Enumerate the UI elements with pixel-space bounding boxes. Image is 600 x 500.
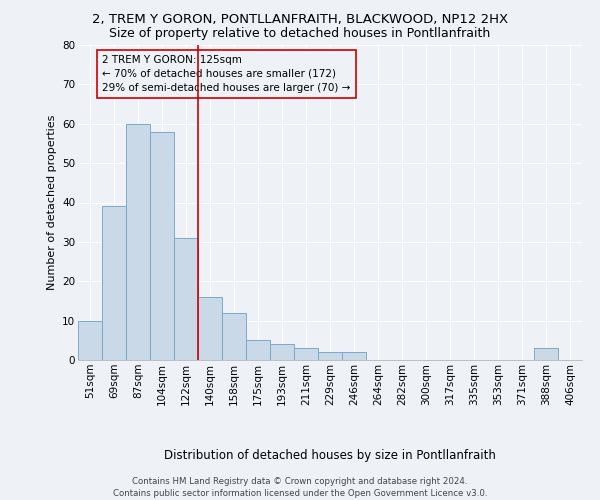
Bar (318, 352, 342, 360)
Bar (342, 352, 366, 360)
Bar (150, 132, 174, 360)
X-axis label: Distribution of detached houses by size in Pontllanfraith: Distribution of detached houses by size … (164, 450, 496, 462)
Bar (126, 124, 150, 360)
Bar (102, 206, 126, 360)
Bar (270, 344, 294, 360)
Text: 2, TREM Y GORON, PONTLLANFRAITH, BLACKWOOD, NP12 2HX: 2, TREM Y GORON, PONTLLANFRAITH, BLACKWO… (92, 12, 508, 26)
Text: Size of property relative to detached houses in Pontllanfraith: Size of property relative to detached ho… (109, 28, 491, 40)
Bar (222, 313, 246, 360)
Bar (174, 238, 198, 360)
Text: Contains public sector information licensed under the Open Government Licence v3: Contains public sector information licen… (113, 489, 487, 498)
Text: Contains HM Land Registry data © Crown copyright and database right 2024.: Contains HM Land Registry data © Crown c… (132, 478, 468, 486)
Bar (246, 340, 270, 360)
Bar (294, 348, 318, 360)
Y-axis label: Number of detached properties: Number of detached properties (47, 115, 56, 290)
Text: 2 TREM Y GORON: 125sqm
← 70% of detached houses are smaller (172)
29% of semi-de: 2 TREM Y GORON: 125sqm ← 70% of detached… (102, 55, 350, 93)
Bar (78, 320, 102, 360)
Bar (198, 297, 222, 360)
Bar (534, 348, 558, 360)
